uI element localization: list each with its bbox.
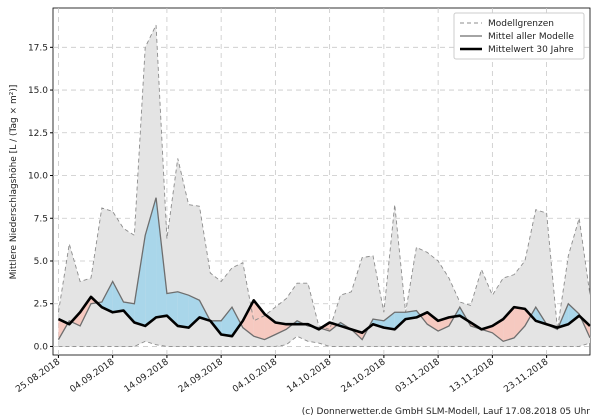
difference-fill xyxy=(80,296,91,326)
y-tick-label: 5.0 xyxy=(34,257,49,267)
difference-fill xyxy=(156,197,167,318)
x-tick-label: 24.09.2018 xyxy=(177,357,225,395)
difference-fill xyxy=(503,307,515,342)
difference-fill xyxy=(145,197,157,326)
difference-fill xyxy=(383,312,395,330)
legend-label: Mittelwert 30 Jahre xyxy=(488,45,574,55)
x-tick-label: 25.08.2018 xyxy=(14,357,62,395)
x-tick-label: 14.09.2018 xyxy=(123,357,171,395)
difference-fill xyxy=(524,308,531,326)
difference-fill xyxy=(275,322,287,335)
climate-mean-line xyxy=(57,295,591,338)
y-tick-label: 17.5 xyxy=(28,43,48,53)
model-upper-line xyxy=(57,24,591,330)
difference-fill xyxy=(427,312,439,332)
x-tick-label: 14.10.2018 xyxy=(285,357,333,395)
model-range-band xyxy=(58,25,590,347)
y-tick-label: 2.5 xyxy=(34,300,48,310)
x-tick-label: 04.10.2018 xyxy=(231,357,279,395)
difference-fill xyxy=(232,307,241,337)
difference-fill xyxy=(112,281,124,313)
difference-fill xyxy=(530,307,536,321)
x-tick-label: 03.11.2018 xyxy=(394,357,442,395)
legend-label: Modellgrenzen xyxy=(488,19,554,29)
y-axis-label: Mittlere Niederschlagshöhe [L / (Tag × m… xyxy=(9,85,19,280)
x-tick-label: 04.09.2018 xyxy=(68,357,116,395)
y-tick-label: 7.5 xyxy=(34,214,48,224)
difference-fill xyxy=(253,300,265,340)
difference-fill xyxy=(134,235,146,326)
x-tick-label: 13.11.2018 xyxy=(448,357,496,395)
model-lower-line xyxy=(58,335,591,347)
x-tick-label: 23.11.2018 xyxy=(502,357,550,395)
difference-fill xyxy=(514,307,525,338)
difference-fill xyxy=(177,291,189,328)
x-tick-label: 24.10.2018 xyxy=(340,357,388,395)
difference-fill xyxy=(221,307,232,337)
difference-fill xyxy=(123,302,135,323)
legend-box xyxy=(453,12,585,60)
model-mean-line xyxy=(57,197,591,343)
legend-label: Mittel aller Modelle xyxy=(488,32,574,42)
plot-layer xyxy=(53,8,590,355)
y-tick-label: 0.0 xyxy=(34,342,49,352)
difference-fill xyxy=(568,303,580,325)
difference-fill xyxy=(242,300,254,337)
y-tick-label: 10.0 xyxy=(28,172,48,182)
footer: (c) Donnerwetter.de GmbH SLM-Modell, Lau… xyxy=(302,407,591,417)
y-tick-label: 12.5 xyxy=(28,129,48,139)
y-tick-label: 15.0 xyxy=(28,86,48,96)
difference-fill xyxy=(101,281,113,313)
